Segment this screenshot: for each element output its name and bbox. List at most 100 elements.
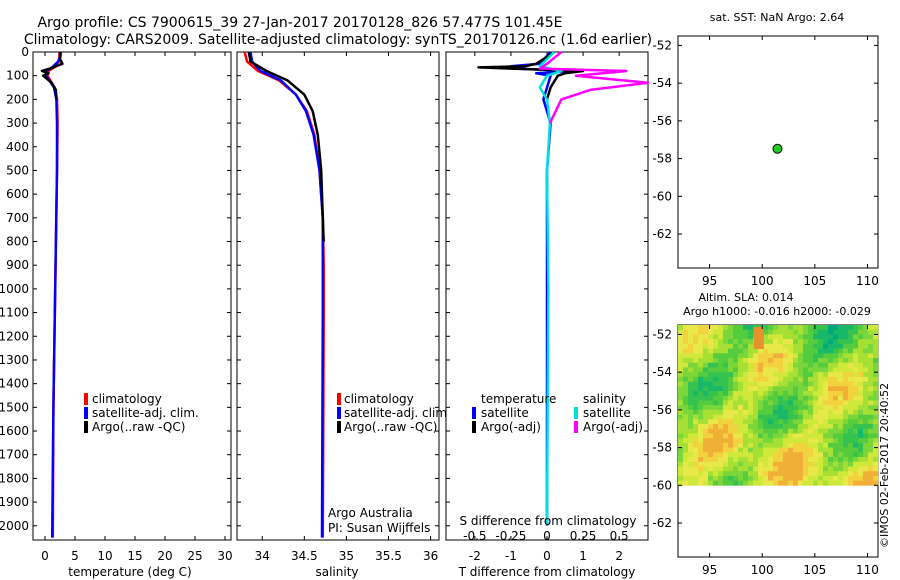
heat-cell	[708, 329, 714, 335]
heat-cell	[853, 475, 859, 481]
depth-tick-label: 1700	[0, 448, 29, 462]
heat-cell	[688, 395, 694, 401]
heat-cell	[743, 428, 749, 434]
heat-cell	[848, 381, 854, 387]
heat-cell	[768, 433, 774, 439]
heat-cell	[868, 367, 874, 373]
heat-cell	[713, 391, 719, 397]
sla-map-subtitle: Argo h1000: -0.016 h2000: -0.029	[683, 305, 871, 318]
heat-cell	[868, 471, 874, 477]
heat-cell	[698, 348, 704, 354]
heat-cell	[763, 471, 769, 477]
heat-cell	[763, 433, 769, 439]
heat-cell	[748, 471, 754, 477]
heat-cell	[833, 329, 839, 335]
heat-cell	[863, 367, 869, 373]
heat-cell	[718, 376, 724, 382]
heat-cell	[713, 376, 719, 382]
heat-cell	[703, 334, 709, 340]
heat-cell	[828, 376, 834, 382]
heat-cell	[848, 329, 854, 335]
heat-cell	[848, 391, 854, 397]
heat-cell	[768, 428, 774, 434]
heat-cell	[848, 367, 854, 373]
heat-cell	[843, 358, 849, 364]
heat-cell	[733, 466, 739, 472]
heat-cell	[738, 419, 744, 425]
heat-cell	[873, 376, 879, 382]
heat-cell	[763, 438, 769, 444]
heat-cell	[703, 395, 709, 401]
heat-cell	[873, 409, 879, 415]
heat-cell	[728, 414, 734, 420]
heat-cell	[858, 395, 864, 401]
heat-cell	[763, 461, 769, 467]
heat-cell	[698, 419, 704, 425]
heat-cell	[868, 442, 874, 448]
heat-cell	[803, 466, 809, 472]
heat-cell	[798, 442, 804, 448]
heat-cell	[793, 391, 799, 397]
legend-swatch-satellite	[337, 407, 341, 419]
heat-cell	[868, 334, 874, 340]
heat-cell	[793, 325, 799, 331]
heat-cell	[863, 348, 869, 354]
heat-cell	[753, 353, 759, 359]
heat-cell	[773, 414, 779, 420]
heat-cell	[833, 362, 839, 368]
heat-cell	[818, 391, 824, 397]
heat-cell	[703, 419, 709, 425]
heat-cell	[698, 353, 704, 359]
heat-cell	[738, 424, 744, 430]
heat-cell	[868, 461, 874, 467]
heat-cell	[783, 386, 789, 392]
heat-cell	[748, 428, 754, 434]
heat-cell	[863, 400, 869, 406]
heat-cell	[743, 339, 749, 345]
heat-cell	[818, 433, 824, 439]
heat-cell	[803, 419, 809, 425]
heat-cell	[843, 428, 849, 434]
heat-cell	[768, 414, 774, 420]
heat-cell	[738, 381, 744, 387]
heat-cell	[678, 409, 684, 415]
y-tick-label: -58	[652, 441, 672, 455]
heat-cell	[773, 334, 779, 340]
heat-cell	[828, 358, 834, 364]
heat-cell	[823, 419, 829, 425]
heat-cell	[678, 395, 684, 401]
heat-cell	[828, 461, 834, 467]
heat-cell	[818, 376, 824, 382]
heat-cell	[708, 414, 714, 420]
heat-cell	[793, 405, 799, 411]
heat-cell	[848, 353, 854, 359]
heat-cell	[813, 362, 819, 368]
heat-cell	[868, 409, 874, 415]
heat-cell	[858, 367, 864, 373]
heat-cell	[733, 391, 739, 397]
heat-cell	[713, 475, 719, 481]
heat-cell	[813, 348, 819, 354]
heat-cell	[803, 457, 809, 463]
heat-cell	[838, 372, 844, 378]
heat-cell	[818, 414, 824, 420]
heat-cell	[793, 466, 799, 472]
heat-cell	[718, 400, 724, 406]
heat-cell	[678, 424, 684, 430]
heat-cell	[823, 367, 829, 373]
heat-cell	[813, 376, 819, 382]
heat-cell	[778, 353, 784, 359]
heat-cell	[718, 391, 724, 397]
heat-cell	[828, 480, 834, 486]
heat-cell	[848, 419, 854, 425]
heat-cell	[743, 452, 749, 458]
heat-cell	[783, 442, 789, 448]
heat-cell	[713, 447, 719, 453]
x-tick-label: -1	[505, 549, 517, 563]
heat-cell	[683, 339, 689, 345]
heat-cell	[698, 381, 704, 387]
heat-cell	[773, 471, 779, 477]
heat-cell	[723, 386, 729, 392]
depth-tick-label: 1100	[0, 306, 29, 320]
y-tick-label: -52	[652, 38, 672, 52]
